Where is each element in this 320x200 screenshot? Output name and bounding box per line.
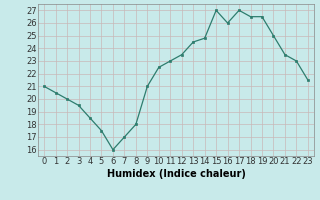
X-axis label: Humidex (Indice chaleur): Humidex (Indice chaleur) <box>107 169 245 179</box>
